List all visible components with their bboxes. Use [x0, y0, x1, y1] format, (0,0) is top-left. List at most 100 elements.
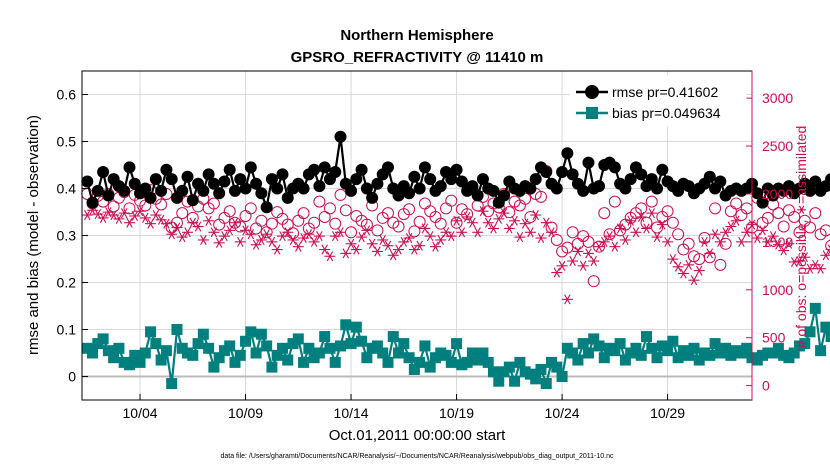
bias-point	[171, 324, 183, 335]
rmse-point	[466, 180, 479, 193]
rmse-point	[714, 175, 727, 188]
assimilated-obs-point	[377, 234, 389, 245]
bias-point	[313, 347, 325, 359]
asterisk-stroke	[242, 225, 249, 236]
possible-obs-point	[524, 210, 537, 223]
possible-obs-point	[666, 216, 679, 229]
asterisk-stroke	[574, 246, 582, 257]
asterisk-stroke	[448, 231, 455, 242]
bias-point	[614, 338, 626, 350]
asterisk-stroke	[564, 294, 571, 305]
asterisk-stroke	[163, 218, 170, 229]
assimilated-obs-point	[498, 208, 510, 219]
bias-point	[419, 340, 431, 352]
possible-obs-point	[777, 220, 790, 233]
bias-point	[245, 326, 257, 338]
assimilated-obs-point	[134, 206, 146, 217]
rmse-point	[149, 173, 162, 186]
data-file-note: data file: /Users/gharamti/Documents/NCA…	[220, 453, 614, 460]
y2-tick-label: 2000	[762, 186, 793, 202]
assimilated-obs-point	[213, 237, 225, 248]
asterisk-stroke	[126, 217, 133, 228]
assimilated-obs-point	[382, 240, 394, 251]
bias-point	[572, 354, 584, 366]
asterisk-stroke	[347, 238, 355, 249]
asterisk-stroke	[806, 263, 814, 274]
asterisk-stroke	[326, 251, 334, 262]
bias-point	[820, 321, 830, 333]
bias-point	[324, 342, 336, 354]
bias-point	[704, 349, 716, 361]
rmse-point	[271, 182, 284, 195]
assimilated-obs-point	[625, 215, 637, 226]
rmse-point	[181, 170, 194, 183]
rmse-point	[756, 196, 769, 209]
bias-point	[87, 347, 99, 359]
possible-obs-point	[651, 221, 664, 234]
asterisk-stroke	[601, 236, 608, 247]
assimilated-obs-point	[667, 254, 679, 265]
assimilated-obs-point	[176, 232, 188, 243]
legend-rmse-label: rmse pr=0.41602	[612, 84, 718, 100]
x-axis-label: Oct.01,2011 00:00:00 start	[329, 427, 506, 444]
rmse-point	[582, 156, 595, 169]
possible-obs-point	[534, 190, 547, 203]
asterisk-stroke	[295, 241, 302, 252]
asterisk-stroke	[532, 210, 539, 221]
asterisk-stroke	[179, 232, 186, 243]
rmse-point	[434, 180, 447, 193]
bias-point	[693, 354, 705, 366]
possible-obs-point	[450, 216, 463, 229]
bias-point	[108, 352, 120, 364]
asterisk-stroke	[237, 236, 244, 247]
bias-point	[741, 342, 753, 354]
assimilated-obs-point	[234, 236, 246, 247]
asterisk-stroke	[685, 259, 692, 270]
asterisk-stroke	[474, 227, 481, 238]
bias-point	[361, 352, 373, 364]
asterisk-stroke	[189, 217, 197, 228]
assimilated-obs-point	[308, 236, 320, 247]
asterisk-stroke	[775, 239, 782, 250]
bias-point	[640, 331, 652, 343]
assimilated-obs-point	[350, 244, 362, 255]
bias-point	[335, 340, 347, 352]
possible-obs-point	[244, 202, 257, 215]
asterisk-stroke	[310, 236, 318, 247]
asterisk-stroke	[511, 215, 518, 226]
assimilated-obs-point	[693, 265, 705, 276]
rmse-point	[102, 189, 115, 202]
bias-point	[688, 342, 700, 354]
asterisk-stroke	[374, 246, 381, 257]
asterisk-stroke	[342, 248, 350, 259]
asterisk-stroke	[643, 223, 650, 234]
possible-obs-point	[730, 197, 743, 210]
possible-obs-point	[461, 208, 474, 221]
chart-subtitle: GPSRO_REFRACTIVITY @ 11410 m	[291, 49, 544, 66]
asterisk-stroke	[732, 215, 740, 226]
bias-point	[503, 361, 515, 373]
assimilated-obs-point	[524, 227, 536, 238]
bias-point	[567, 347, 579, 359]
possible-obs-point	[329, 217, 342, 230]
bias-point	[356, 335, 368, 347]
bias-point	[340, 319, 352, 331]
y2-tick-label: 0	[762, 378, 770, 394]
assimilated-obs-point	[424, 231, 436, 242]
rmse-point	[239, 182, 252, 195]
possible-obs-point	[582, 235, 595, 248]
bias-point	[145, 326, 157, 338]
legend-rmse-marker	[585, 85, 599, 99]
y-tick-label: 0.5	[57, 134, 77, 150]
assimilated-obs-point	[820, 250, 830, 261]
assimilated-obs-point	[123, 217, 135, 228]
assimilated-obs-point	[461, 211, 473, 222]
assimilated-obs-point	[361, 225, 373, 236]
assimilated-obs-point	[345, 238, 357, 249]
bias-point	[530, 373, 542, 385]
possible-obs-point	[661, 205, 674, 218]
asterisk-stroke	[258, 234, 265, 245]
rmse-point	[255, 187, 268, 200]
